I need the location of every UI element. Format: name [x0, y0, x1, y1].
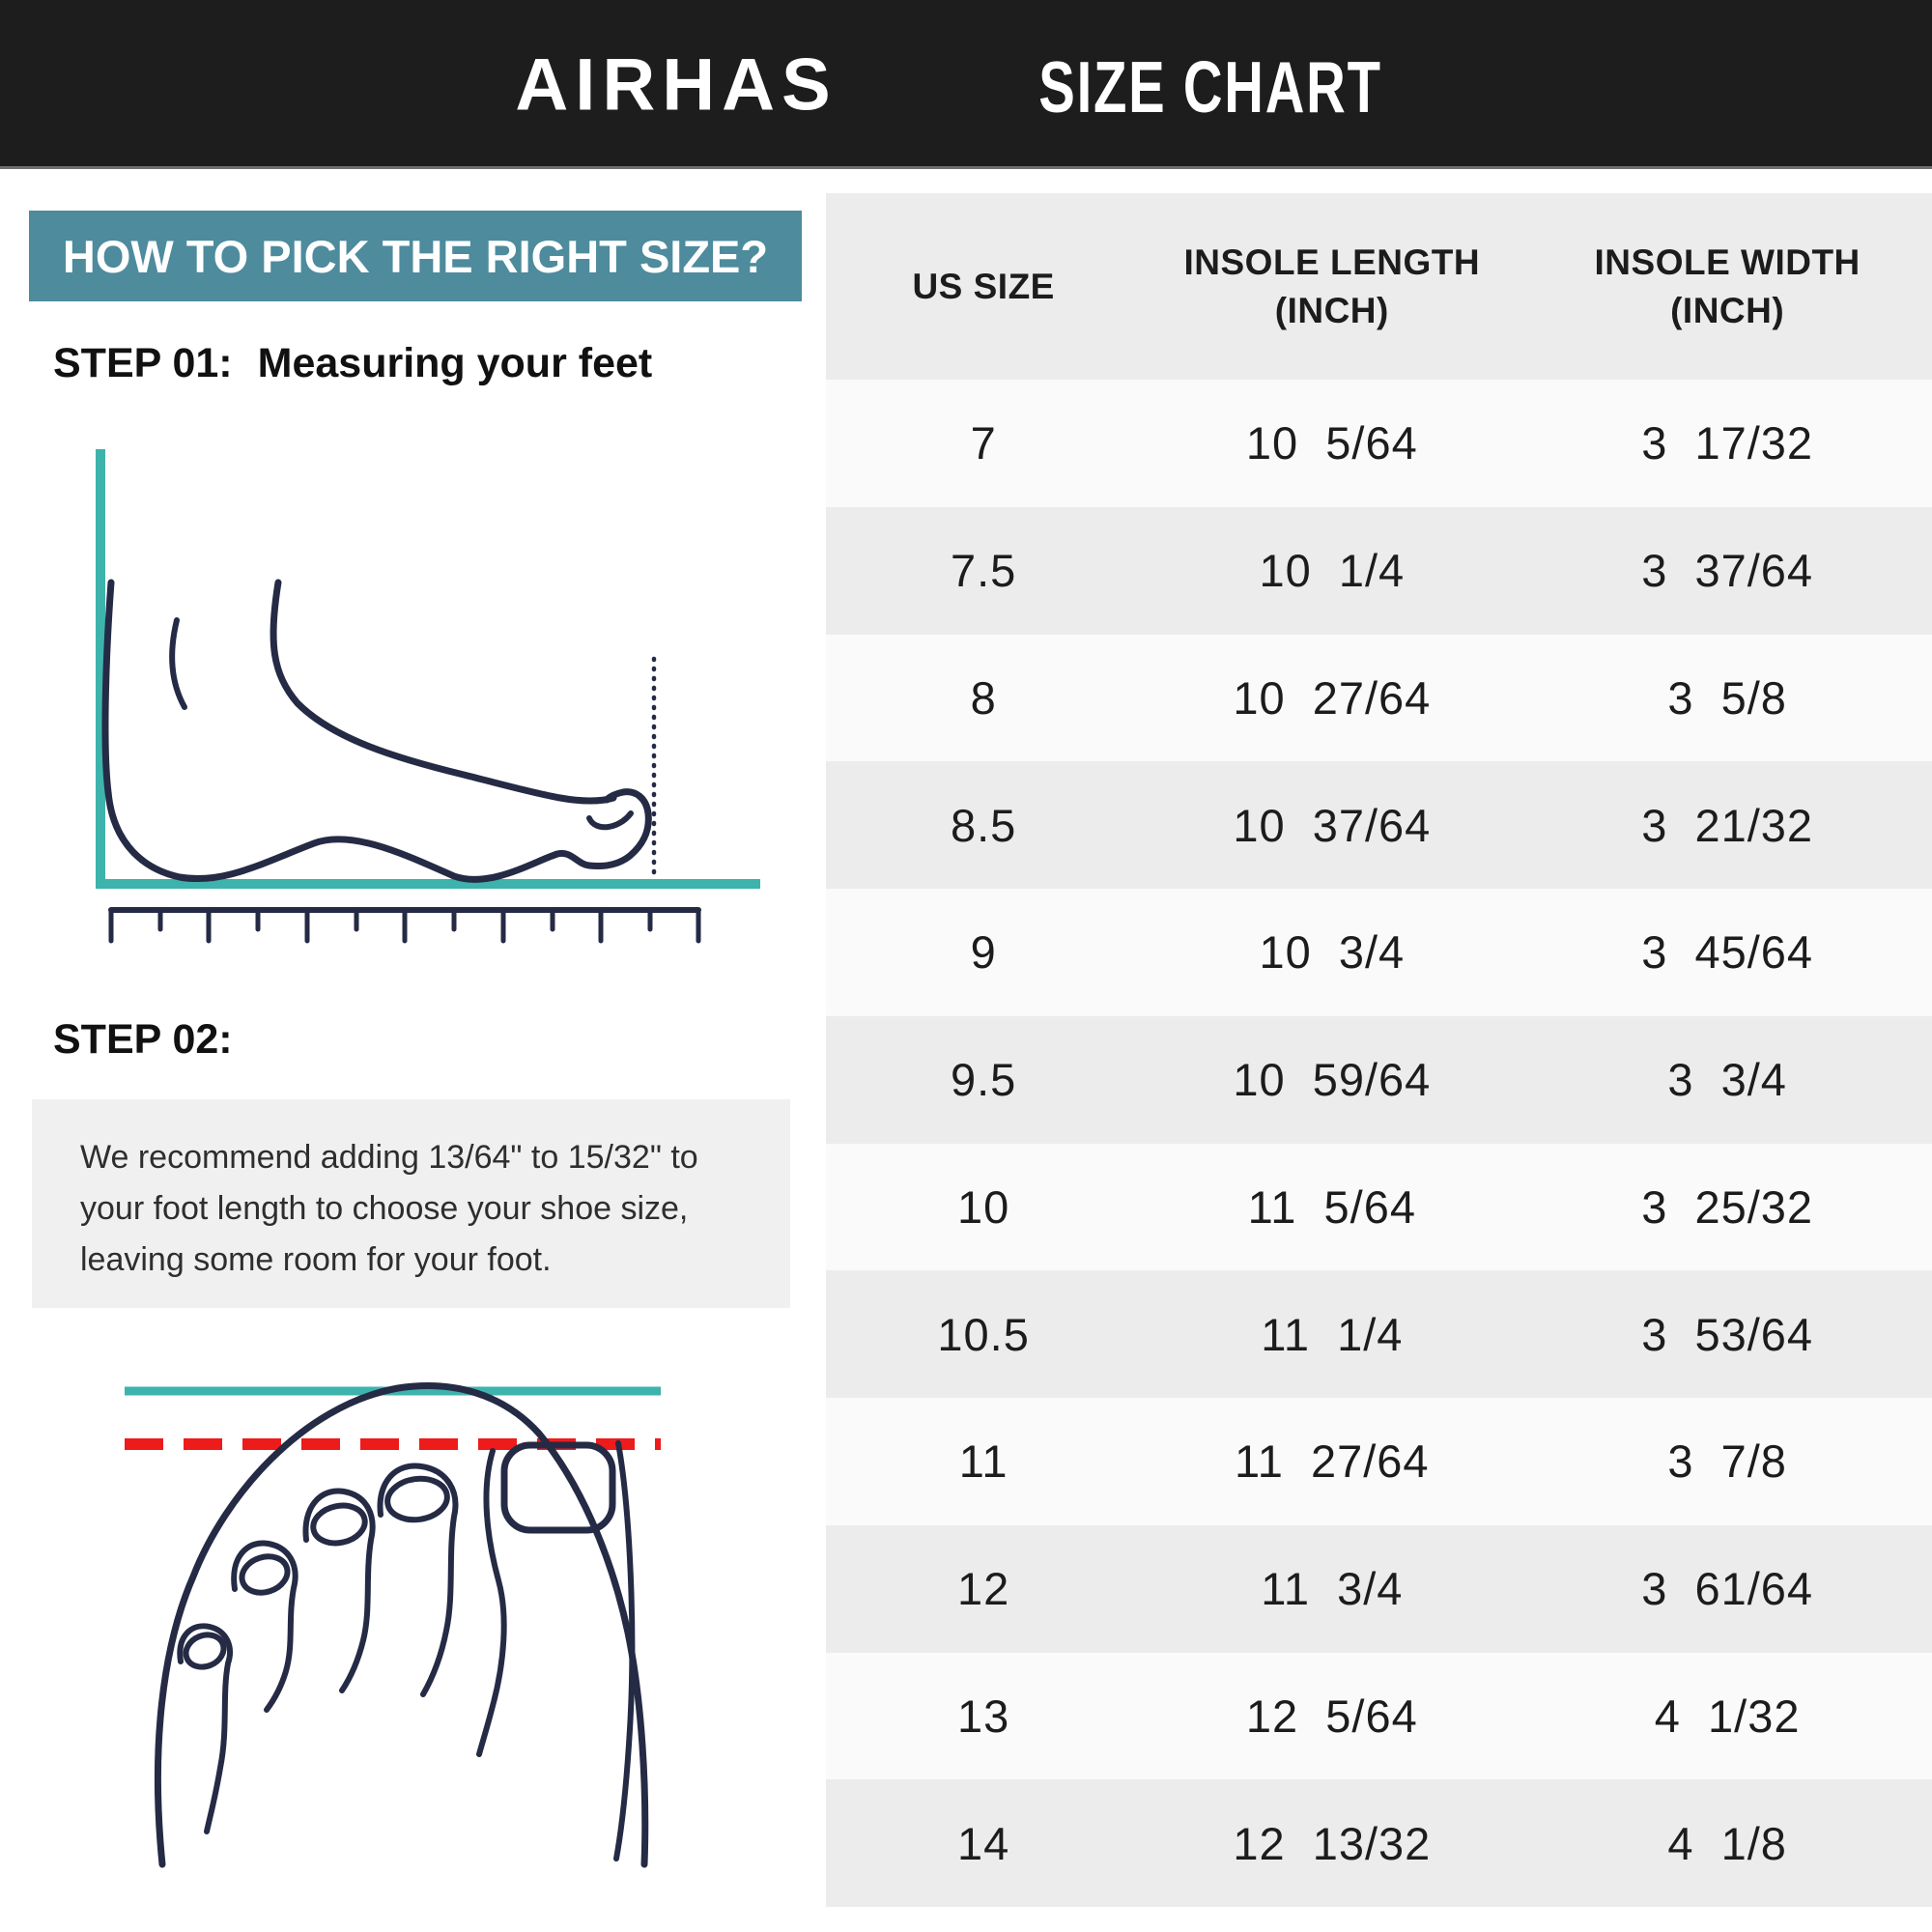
size-table-header: US SIZE INSOLE LENGTH (INCH) INSOLE WIDT… — [826, 193, 1932, 380]
cell-insole-length: 11 3/4 — [1261, 1563, 1404, 1615]
cell-insole-length: 12 5/64 — [1245, 1690, 1418, 1742]
pinky-toe — [177, 1623, 233, 1834]
cell-us-size: 10 — [957, 1180, 1010, 1233]
step1-label: STEP 01: — [53, 340, 233, 386]
cell-us-size: 9.5 — [950, 1054, 1017, 1106]
table-row: 9.5 10 59/64 3 3/4 — [826, 1015, 1932, 1144]
table-row: 7 10 5/64 3 17/32 — [826, 380, 1932, 507]
big-toe-separator — [476, 1448, 507, 1757]
step1-title: Measuring your feet — [257, 340, 653, 386]
step2-label: STEP 02: — [53, 1016, 233, 1063]
cell-us-size: 11 — [958, 1435, 1009, 1488]
cell-us-size: 7 — [970, 417, 997, 469]
table-row: 8 10 27/64 3 5/8 — [826, 634, 1932, 762]
cell-insole-width: 3 7/8 — [1667, 1435, 1787, 1488]
cell-insole-width: 3 61/64 — [1641, 1563, 1814, 1615]
cell-insole-width: 4 1/8 — [1667, 1817, 1787, 1869]
second-toe — [377, 1463, 459, 1697]
table-row: 8.5 10 37/64 3 21/32 — [826, 761, 1932, 889]
foot-top-outline — [154, 1382, 649, 1868]
recommendation-note-text: We recommend adding 13/64" to 15/32" to … — [80, 1139, 698, 1279]
cell-us-size: 9 — [970, 926, 997, 979]
brand-logo: AIRHAS — [515, 43, 838, 127]
foot-side-diagram — [96, 449, 760, 944]
step1-heading: STEP 01: Measuring your feet — [53, 340, 652, 387]
table-row: 13 12 5/64 4 1/32 — [826, 1652, 1932, 1780]
cell-insole-width: 3 25/32 — [1641, 1180, 1814, 1233]
table-row: 12 11 3/4 3 61/64 — [826, 1524, 1932, 1653]
fourth-toe — [231, 1540, 298, 1713]
cell-insole-length: 10 1/4 — [1259, 545, 1406, 597]
size-table: US SIZE INSOLE LENGTH (INCH) INSOLE WIDT… — [826, 193, 1932, 1907]
step2-heading: STEP 02: — [53, 1016, 233, 1064]
foot-top-diagram — [125, 1382, 661, 1868]
page-title: SIZE CHART — [1038, 45, 1382, 128]
cell-insole-length: 10 5/64 — [1245, 417, 1418, 469]
cell-us-size: 10.5 — [937, 1308, 1030, 1360]
cell-us-size: 7.5 — [950, 545, 1017, 597]
cell-insole-width: 3 3/4 — [1667, 1054, 1787, 1106]
col-header-us-size: US SIZE — [912, 266, 1055, 306]
measuring-axes — [96, 449, 760, 889]
table-row: 9 10 3/4 3 45/64 — [826, 889, 1932, 1016]
table-row: 11 11 27/64 3 7/8 — [826, 1398, 1932, 1525]
table-row: 14 12 13/32 4 1/8 — [826, 1779, 1932, 1907]
cell-insole-width: 3 37/64 — [1641, 545, 1814, 597]
cell-insole-length: 10 3/4 — [1259, 926, 1406, 979]
cell-insole-length: 10 37/64 — [1233, 799, 1432, 851]
big-toe-right-edge — [613, 1440, 636, 1861]
col-header-insole-width: INSOLE WIDTH (INCH) — [1594, 242, 1861, 330]
table-body: 7 10 5/64 3 17/32 7.5 10 1/4 3 37/64 8 1… — [826, 380, 1932, 1907]
how-to-banner-label: HOW TO PICK THE RIGHT SIZE? — [62, 230, 769, 282]
cell-insole-length: 10 59/64 — [1233, 1054, 1432, 1106]
cell-insole-length: 11 27/64 — [1235, 1435, 1430, 1488]
cell-insole-length: 11 1/4 — [1261, 1308, 1404, 1360]
col-header-insole-length: INSOLE LENGTH (INCH) — [1183, 242, 1481, 330]
table-row: 10.5 11 1/4 3 53/64 — [826, 1270, 1932, 1398]
cell-insole-length: 12 13/32 — [1233, 1817, 1432, 1869]
cell-insole-width: 3 17/32 — [1641, 417, 1814, 469]
cell-insole-length: 10 27/64 — [1233, 671, 1432, 724]
table-row: 10 11 5/64 3 25/32 — [826, 1143, 1932, 1271]
table-row: 7.5 10 1/4 3 37/64 — [826, 506, 1932, 635]
header-bar: AIRHAS SIZE CHART — [0, 0, 1932, 169]
foot-instep-line — [270, 579, 617, 805]
foot-outline — [101, 579, 652, 883]
cell-insole-width: 3 5/8 — [1667, 671, 1787, 724]
cell-insole-width: 3 53/64 — [1641, 1308, 1814, 1360]
third-toe — [302, 1488, 376, 1693]
cell-us-size: 8.5 — [950, 799, 1017, 851]
toenail-mark — [586, 810, 634, 831]
recommendation-note: We recommend adding 13/64" to 15/32" to … — [32, 1099, 790, 1308]
cell-insole-width: 3 21/32 — [1641, 799, 1814, 851]
cell-insole-width: 4 1/32 — [1654, 1690, 1801, 1742]
ankle-crease — [169, 617, 187, 710]
cell-us-size: 8 — [970, 671, 997, 724]
cell-us-size: 12 — [957, 1563, 1010, 1615]
big-toe-nail — [500, 1441, 616, 1534]
ruler-icon — [108, 907, 701, 944]
cell-insole-width: 3 45/64 — [1641, 926, 1814, 979]
cell-insole-length: 11 5/64 — [1247, 1180, 1417, 1233]
cell-us-size: 14 — [957, 1817, 1010, 1869]
cell-us-size: 13 — [957, 1690, 1010, 1742]
how-to-banner: HOW TO PICK THE RIGHT SIZE? — [29, 211, 802, 301]
